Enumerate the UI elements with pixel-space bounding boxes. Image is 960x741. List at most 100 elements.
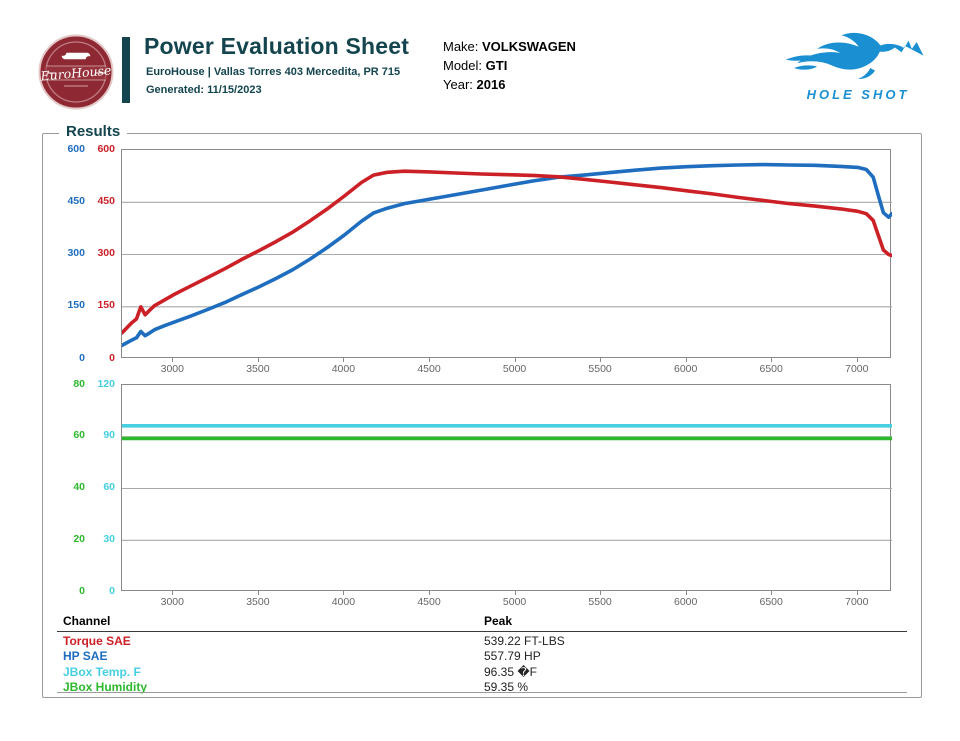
x-axis-tick — [172, 358, 174, 362]
peak-value: 96.35 �F — [484, 664, 537, 679]
peaks-table: Torque SAE 539.22 FT-LBS HP SAE 557.79 HP JB… — [63, 634, 901, 696]
x-axis-label: 3500 — [246, 596, 270, 608]
x-axis-label: 4000 — [331, 596, 356, 608]
x-axis-label: 5000 — [502, 363, 527, 375]
power-chart-x-axis: 3000 3500 4000 4500 5000 5500 6000 6500 7000 — [121, 358, 891, 376]
table-header-row: Channel Peak — [63, 614, 901, 628]
x-axis-tick — [343, 358, 345, 362]
power-chart-plot — [121, 149, 892, 358]
x-axis-label: 7000 — [845, 363, 869, 375]
x-axis-label: 6000 — [674, 596, 698, 608]
x-axis-tick — [343, 591, 345, 595]
temp-axis-tick: 90 — [103, 429, 115, 442]
eurohouse-logo-icon: EuroHouse — [38, 34, 114, 110]
table-row: Torque SAE 539.22 FT-LBS — [63, 634, 901, 649]
torque-axis-tick: 600 — [97, 142, 115, 155]
x-axis-tick — [257, 358, 259, 362]
shop-address: EuroHouse | Vallas Torres 403 Mercedita,… — [146, 66, 401, 78]
humidity-axis-tick: 40 — [73, 481, 85, 493]
hp-axis-tick: 600 — [67, 142, 85, 155]
humidity-axis-tick: 0 — [79, 584, 85, 597]
temp-axis-tick: 30 — [103, 532, 115, 545]
x-axis-label: 6000 — [674, 363, 698, 375]
temp-axis-tick: 0 — [109, 584, 115, 597]
x-axis-tick — [600, 591, 602, 595]
torque-axis-tick: 0 — [109, 351, 115, 364]
x-axis-tick — [172, 591, 174, 595]
vehicle-info: Make: VOLKSWAGEN Model: GTI Year: 2016 — [443, 37, 576, 94]
torque-axis-tick: 450 — [97, 194, 115, 207]
x-axis-tick — [685, 591, 687, 595]
torque-axis-tick: 300 — [97, 247, 115, 259]
env-chart-x-axis: 3000 3500 4000 4500 5000 5500 6000 6500 7000 — [121, 591, 891, 609]
horse-icon — [785, 32, 924, 79]
peak-value: 557.79 HP — [484, 649, 541, 664]
hp-axis-tick: 150 — [67, 299, 85, 312]
eurohouse-logo: EuroHouse — [38, 34, 114, 110]
table-row: JBox Temp. F 96.35 �F — [63, 665, 901, 680]
table-bottom-divider — [57, 692, 907, 693]
results-section: Results 600 450 300 150 0 600 450 300 150 0 3000 3… — [42, 123, 922, 698]
series-torque-sae — [122, 169, 892, 335]
x-axis-label: 6500 — [759, 363, 783, 375]
x-axis-label: 4000 — [331, 363, 356, 375]
hp-axis-tick: 300 — [67, 247, 85, 259]
page-title: Power Evaluation Sheet — [144, 33, 410, 59]
holeshot-logo: HOLE SHOT — [783, 24, 933, 110]
x-axis-tick — [685, 358, 687, 362]
env-chart-plot — [121, 384, 892, 591]
channel-name: JBox Temp. F — [63, 664, 141, 679]
x-axis-tick — [856, 591, 858, 595]
temp-axis-tick: 120 — [97, 377, 115, 390]
x-axis-label: 4500 — [417, 363, 441, 375]
vehicle-make: Make: VOLKSWAGEN — [443, 39, 576, 54]
table-header-divider — [57, 631, 907, 632]
x-axis-label: 5500 — [588, 596, 612, 608]
x-axis-tick — [429, 358, 430, 362]
x-axis-tick — [856, 358, 858, 362]
power-chart-y-axis-labels: 600 450 300 150 0 600 450 300 150 0 — [43, 143, 115, 364]
table-row: JBox Humidity 59.35 % — [63, 680, 901, 695]
x-axis-tick — [514, 358, 516, 362]
x-axis-label: 6500 — [759, 596, 783, 608]
vehicle-year: Year: 2016 — [443, 77, 506, 92]
x-axis-tick — [771, 358, 773, 362]
hp-axis-tick: 450 — [67, 194, 85, 207]
channel-name: HP SAE — [63, 649, 108, 664]
wrench-icon — [59, 49, 93, 63]
x-axis-tick — [514, 591, 516, 595]
table-header-channel: Channel — [63, 614, 111, 628]
eurohouse-logo-text: EuroHouse — [39, 62, 112, 83]
x-axis-label: 5500 — [588, 363, 612, 375]
x-axis-tick — [771, 591, 773, 595]
table-row: HP SAE 557.79 HP — [63, 649, 901, 664]
x-axis-label: 4500 — [417, 596, 441, 608]
env-chart-y-axis-labels: 80 60 40 20 0 120 90 60 30 0 — [43, 378, 115, 597]
holeshot-brand-name: HOLE SHOT — [806, 87, 910, 102]
x-axis-label: 7000 — [845, 596, 869, 608]
title-accent-bar — [122, 37, 130, 103]
generated-date: Generated: 11/15/2023 — [146, 84, 262, 96]
channel-name: JBox Humidity — [63, 680, 148, 695]
x-axis-label: 3000 — [160, 363, 184, 375]
table-header-peak: Peak — [484, 614, 513, 628]
humidity-axis-tick: 20 — [73, 532, 85, 545]
x-axis-label: 3500 — [246, 363, 270, 375]
x-axis-label: 5000 — [502, 596, 527, 608]
x-axis-tick — [429, 591, 430, 595]
temp-axis-tick: 60 — [103, 481, 115, 493]
humidity-axis-tick: 60 — [73, 429, 85, 442]
peak-value: 59.35 % — [484, 680, 529, 695]
x-axis-label: 3000 — [160, 596, 184, 608]
x-axis-tick — [600, 358, 602, 362]
peak-value: 539.22 FT-LBS — [484, 634, 565, 648]
series-hp-sae — [122, 162, 892, 348]
vehicle-model: Model: GTI — [443, 58, 508, 73]
humidity-axis-tick: 80 — [73, 377, 85, 390]
hp-axis-tick: 0 — [79, 351, 85, 364]
channel-name: Torque SAE — [63, 634, 131, 648]
results-section-legend: Results — [59, 123, 128, 140]
x-axis-tick — [257, 591, 259, 595]
torque-axis-tick: 150 — [97, 299, 115, 312]
